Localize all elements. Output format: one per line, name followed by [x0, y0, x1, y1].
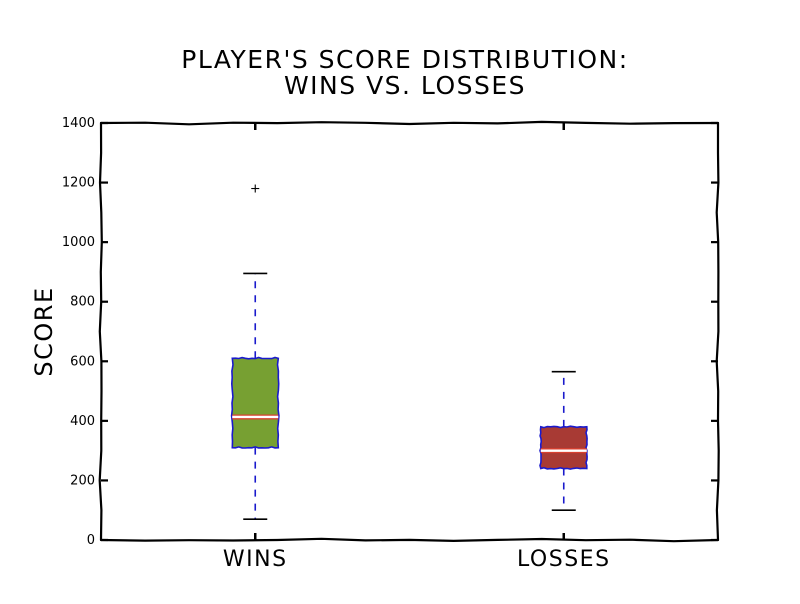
plot-frame [98, 120, 720, 543]
y-axis: 0 200 400 600 800 1000 1200 1400 [62, 116, 718, 548]
y-tick-label: 600 [70, 354, 95, 369]
plot-frame-right [715, 121, 720, 542]
x-axis: Wins Losses [223, 123, 611, 572]
y-tick-label: 1400 [62, 116, 95, 131]
y-tick-label: 1000 [62, 235, 95, 250]
chart-title-line: Player's Score Distribution: [181, 45, 628, 74]
y-tick-label: 200 [70, 473, 95, 488]
boxes-layer [230, 184, 588, 520]
chart-title: Player's Score Distribution: Wins vs. Los… [181, 45, 628, 100]
plot-frame-left [98, 121, 103, 542]
box-group [230, 184, 280, 520]
y-tick-label: 800 [70, 295, 95, 310]
y-axis-label: Score [30, 286, 58, 376]
chart-title-line: Wins vs. Losses [284, 71, 526, 100]
box-body [539, 425, 588, 470]
x-tick-label: Wins [223, 547, 288, 572]
box-body [230, 356, 280, 449]
box-group [539, 370, 588, 512]
plot-frame-bottom [99, 537, 720, 543]
x-tick-label: Losses [517, 547, 611, 572]
y-tick-label: 400 [70, 414, 95, 429]
y-tick-label: 1200 [62, 176, 95, 191]
plot-frame-top [99, 120, 720, 126]
y-tick-label: 0 [87, 533, 95, 548]
